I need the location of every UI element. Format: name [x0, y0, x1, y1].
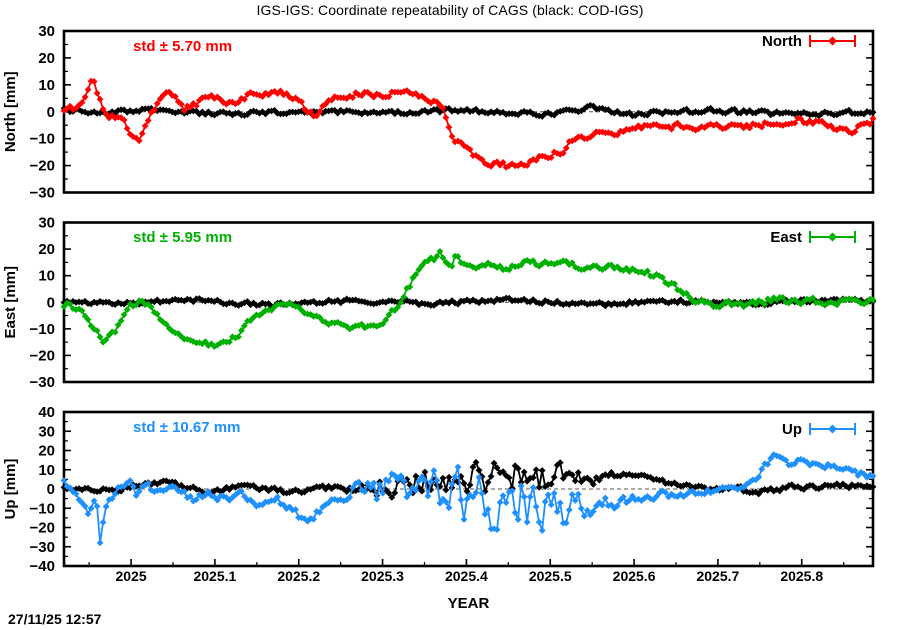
- svg-text:North: North: [762, 33, 802, 50]
- svg-text:−10: −10: [30, 500, 55, 517]
- svg-text:10: 10: [38, 268, 55, 285]
- svg-text:−30: −30: [30, 539, 55, 556]
- svg-text:std ± 5.70 mm: std ± 5.70 mm: [133, 38, 232, 55]
- svg-text:30: 30: [38, 423, 55, 440]
- svg-text:20: 20: [38, 241, 55, 258]
- svg-text:2025.8: 2025.8: [780, 568, 823, 584]
- svg-text:40: 40: [38, 404, 55, 421]
- svg-text:2025: 2025: [115, 568, 146, 584]
- svg-text:0: 0: [47, 104, 55, 121]
- svg-text:30: 30: [38, 23, 55, 40]
- svg-text:2025.6: 2025.6: [613, 568, 656, 584]
- svg-text:2025.5: 2025.5: [529, 568, 572, 584]
- svg-text:−30: −30: [30, 374, 55, 391]
- svg-text:2025.4: 2025.4: [445, 568, 488, 584]
- svg-text:YEAR: YEAR: [448, 595, 490, 612]
- svg-text:2025.3: 2025.3: [361, 568, 404, 584]
- svg-text:−10: −10: [30, 131, 55, 148]
- svg-text:−20: −20: [30, 347, 55, 364]
- svg-text:2025.7: 2025.7: [696, 568, 739, 584]
- svg-text:2025.1: 2025.1: [193, 568, 236, 584]
- svg-text:0: 0: [47, 294, 55, 311]
- svg-text:Up [mm]: Up [mm]: [2, 459, 19, 520]
- svg-text:North [mm]: North [mm]: [2, 71, 19, 152]
- svg-text:−10: −10: [30, 321, 55, 338]
- svg-text:std ± 10.67 mm: std ± 10.67 mm: [133, 419, 240, 436]
- svg-text:0: 0: [47, 481, 55, 498]
- svg-text:−20: −20: [30, 520, 55, 537]
- svg-text:20: 20: [38, 50, 55, 67]
- svg-text:−20: −20: [30, 158, 55, 175]
- svg-text:10: 10: [38, 77, 55, 94]
- svg-text:30: 30: [38, 215, 55, 232]
- svg-text:East: East: [770, 229, 802, 246]
- svg-text:std ± 5.95 mm: std ± 5.95 mm: [133, 229, 232, 246]
- svg-text:20: 20: [38, 443, 55, 460]
- svg-text:2025.2: 2025.2: [277, 568, 320, 584]
- svg-text:East [mm]: East [mm]: [2, 266, 19, 339]
- svg-text:−40: −40: [30, 558, 55, 575]
- svg-text:Up: Up: [782, 421, 802, 438]
- svg-text:10: 10: [38, 462, 55, 479]
- svg-text:−30: −30: [30, 185, 55, 202]
